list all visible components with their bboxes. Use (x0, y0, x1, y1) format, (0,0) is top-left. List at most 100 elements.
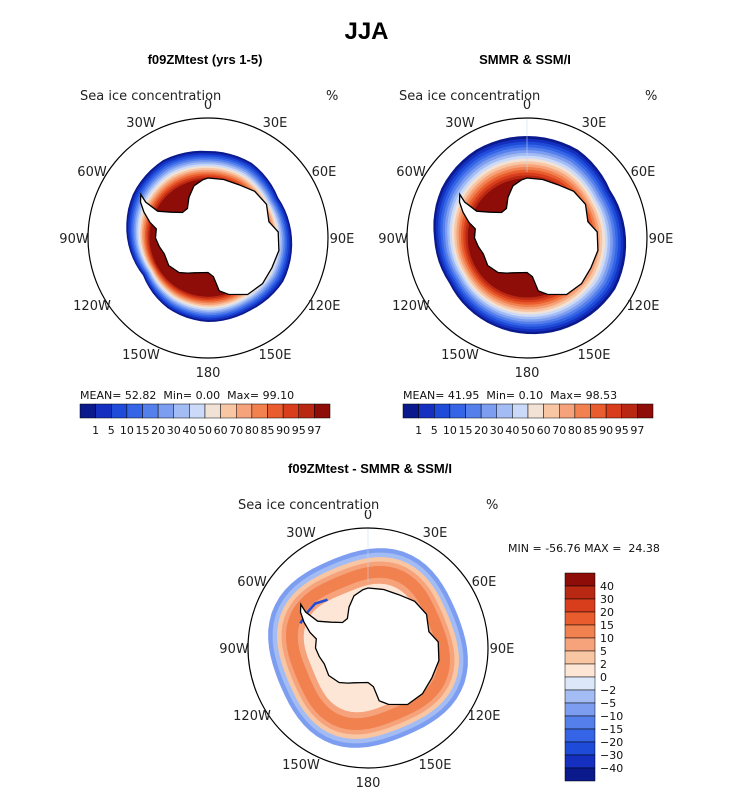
longitude-label: 60E (631, 165, 656, 180)
colorbar-swatch (282, 403, 299, 419)
colorbar-tick-label: 20 (600, 606, 614, 619)
longitude-label: 90E (649, 232, 674, 247)
colorbar-swatch (512, 403, 529, 419)
colorbar-tick-label: 80 (245, 424, 259, 437)
colorbar-swatch (173, 403, 190, 419)
panel-2-polar-map: 0 30E 60E 90E 120E 150E 180 150W 120W 90W 60W 30W (378, 100, 674, 381)
colorbar-swatch (559, 403, 576, 419)
colorbar-swatch (157, 403, 174, 419)
colorbar-swatch (449, 403, 466, 419)
panel-3-stats: MIN = -56.76 MAX = 24.38 (508, 542, 660, 555)
colorbar-tick-label: −2 (600, 684, 616, 697)
longitude-label: 180 (196, 366, 221, 381)
colorbar-tick-label: 85 (584, 424, 598, 437)
panel-2-title: SMMR & SSM/I (479, 52, 571, 67)
colorbar-swatch (267, 403, 284, 419)
colorbar-tick-label: −40 (600, 762, 623, 775)
colorbar-swatch (298, 403, 315, 419)
colorbar-swatch (574, 403, 591, 419)
panel-3-variable-label: Sea ice concentration (238, 498, 380, 513)
longitude-label: 150E (418, 758, 451, 773)
colorbar-swatch (564, 702, 596, 717)
colorbar-swatch (564, 624, 596, 639)
panel-1-variable-label: Sea ice concentration (80, 89, 222, 104)
panel-3-min: -56.76 (545, 542, 581, 555)
colorbar-tick-label: 15 (459, 424, 473, 437)
colorbar-swatch (236, 403, 253, 419)
colorbar-swatch (418, 403, 435, 419)
colorbar-swatch (434, 403, 451, 419)
longitude-label: 30E (582, 116, 607, 131)
longitude-label: 120E (307, 299, 340, 314)
colorbar-swatch (564, 715, 596, 730)
colorbar-swatch (564, 754, 596, 769)
colorbar-swatch (251, 403, 268, 419)
panel-1-title: f09ZMtest (yrs 1-5) (147, 52, 263, 67)
colorbar-tick-label: 95 (615, 424, 629, 437)
longitude-label: 150W (441, 348, 479, 363)
colorbar-swatch (527, 403, 544, 419)
longitude-label: 30W (445, 116, 475, 131)
longitude-label: 90E (330, 232, 355, 247)
longitude-label: 30W (126, 116, 156, 131)
colorbar-tick-label: 30 (490, 424, 504, 437)
panel-1-colorbar: 1 5 10 15 20 30 40 50 60 70 80 85 90 95 97 (79, 403, 331, 437)
longitude-label: 0 (204, 100, 212, 113)
longitude-label: 60W (77, 165, 107, 180)
colorbar-tick-label: 5 (108, 424, 115, 437)
colorbar-swatch (189, 403, 206, 419)
longitude-label: 120E (626, 299, 659, 314)
longitude-label: 30E (263, 116, 288, 131)
colorbar-swatch (204, 403, 221, 419)
panel-1-units: % (326, 89, 339, 104)
colorbar-tick-label: 95 (292, 424, 306, 437)
colorbar-swatch (564, 572, 596, 587)
longitude-label: 180 (515, 366, 540, 381)
colorbar-tick-label: 90 (599, 424, 613, 437)
longitude-label: 90W (219, 642, 249, 657)
colorbar-swatch (564, 611, 596, 626)
colorbar-tick-label: 1 (92, 424, 99, 437)
colorbar-tick-label: 60 (214, 424, 228, 437)
longitude-label: 0 (364, 510, 372, 523)
colorbar-swatch (590, 403, 607, 419)
colorbar-swatch (564, 767, 596, 782)
colorbar-swatch (480, 403, 497, 419)
colorbar-swatch (111, 403, 128, 419)
panel-3-max: 24.38 (628, 542, 660, 555)
longitude-label: 150E (258, 348, 291, 363)
colorbar-tick-label: 5 (431, 424, 438, 437)
colorbar-swatch (465, 403, 482, 419)
colorbar-swatch (564, 663, 596, 678)
longitude-label: 60E (312, 165, 337, 180)
colorbar-tick-label: 2 (600, 658, 607, 671)
colorbar-tick-label: 10 (443, 424, 457, 437)
panel-1-stats: MEAN= 52.82 Min= 0.00 Max= 99.10 (80, 389, 295, 402)
colorbar-tick-label: 30 (600, 593, 614, 606)
longitude-label: 150E (577, 348, 610, 363)
colorbar-tick-label: 97 (307, 424, 321, 437)
colorbar-tick-label: 90 (276, 424, 290, 437)
longitude-label: 180 (356, 776, 381, 791)
panel-1-mean: 52.82 (124, 389, 157, 402)
panel-2-units: % (645, 89, 658, 104)
longitude-label: 90W (378, 232, 408, 247)
colorbar-swatch (314, 403, 331, 419)
colorbar-tick-label: 70 (552, 424, 566, 437)
antarctica-coastline (458, 177, 599, 296)
longitude-label: 30E (423, 526, 448, 541)
colorbar-tick-label: −20 (600, 736, 623, 749)
panel-2-stats: MEAN= 41.95 Min= 0.10 Max= 98.53 (403, 389, 618, 402)
colorbar-tick-label: −15 (600, 723, 623, 736)
panel-1-max: 99.10 (262, 389, 295, 402)
colorbar-tick-label: 50 (198, 424, 212, 437)
panel-1-polar-map: 0 30E 60E 90E 120E 150E 180 150W 120W 90W 60W 30W (59, 100, 355, 381)
map-boundary (406, 117, 648, 359)
colorbar-tick-label: 40 (182, 424, 196, 437)
panel-3-units: % (486, 498, 499, 513)
antarctica-coastline (139, 177, 280, 296)
longitude-label: 60W (396, 165, 426, 180)
longitude-label: 0 (523, 100, 531, 113)
colorbar-tick-label: −5 (600, 697, 616, 710)
